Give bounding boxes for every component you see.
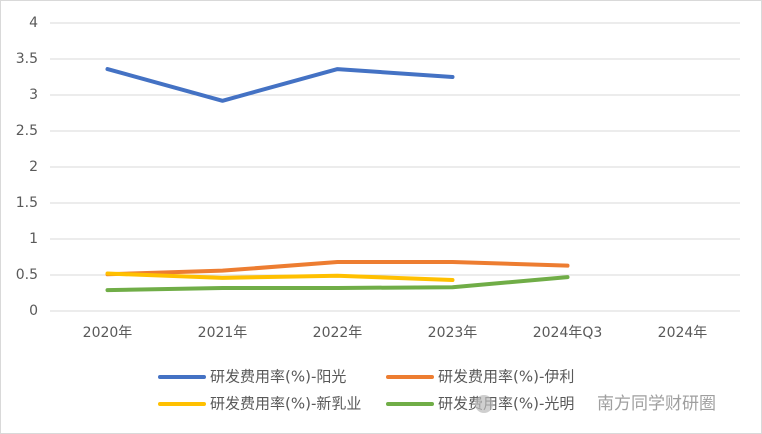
watermark: 南方同学财研圈 bbox=[597, 394, 716, 414]
y-tick-label: 4 bbox=[29, 15, 38, 31]
x-tick-label: 2024年 bbox=[658, 325, 708, 341]
x-tick-label: 2020年 bbox=[83, 325, 133, 341]
x-tick-label: 2022年 bbox=[313, 325, 363, 341]
y-tick-label: 3 bbox=[29, 87, 38, 103]
series-line bbox=[105, 67, 455, 103]
watermark-icon bbox=[475, 395, 493, 413]
y-tick-label: 0.5 bbox=[16, 267, 38, 283]
y-tick-label: 0 bbox=[29, 303, 38, 319]
y-tick-label: 1 bbox=[29, 231, 38, 247]
x-tick-label: 2023年 bbox=[428, 325, 478, 341]
series-line bbox=[105, 275, 570, 293]
x-tick-label: 2021年 bbox=[198, 325, 248, 341]
y-tick-label: 2 bbox=[29, 159, 38, 175]
series-line bbox=[105, 260, 570, 277]
y-tick-label: 1.5 bbox=[16, 195, 38, 211]
legend-label: 研发费用率(%)-伊利 bbox=[438, 368, 574, 386]
y-tick-label: 2.5 bbox=[16, 123, 38, 139]
y-tick-label: 3.5 bbox=[16, 51, 38, 67]
legend-label: 研发费用率(%)-阳光 bbox=[210, 368, 346, 386]
legend-label: 研发费用率(%)-光明 bbox=[438, 395, 574, 413]
x-tick-label: 2024年Q3 bbox=[533, 325, 603, 341]
series-line bbox=[105, 271, 455, 283]
legend-label: 研发费用率(%)-新乳业 bbox=[210, 395, 361, 413]
